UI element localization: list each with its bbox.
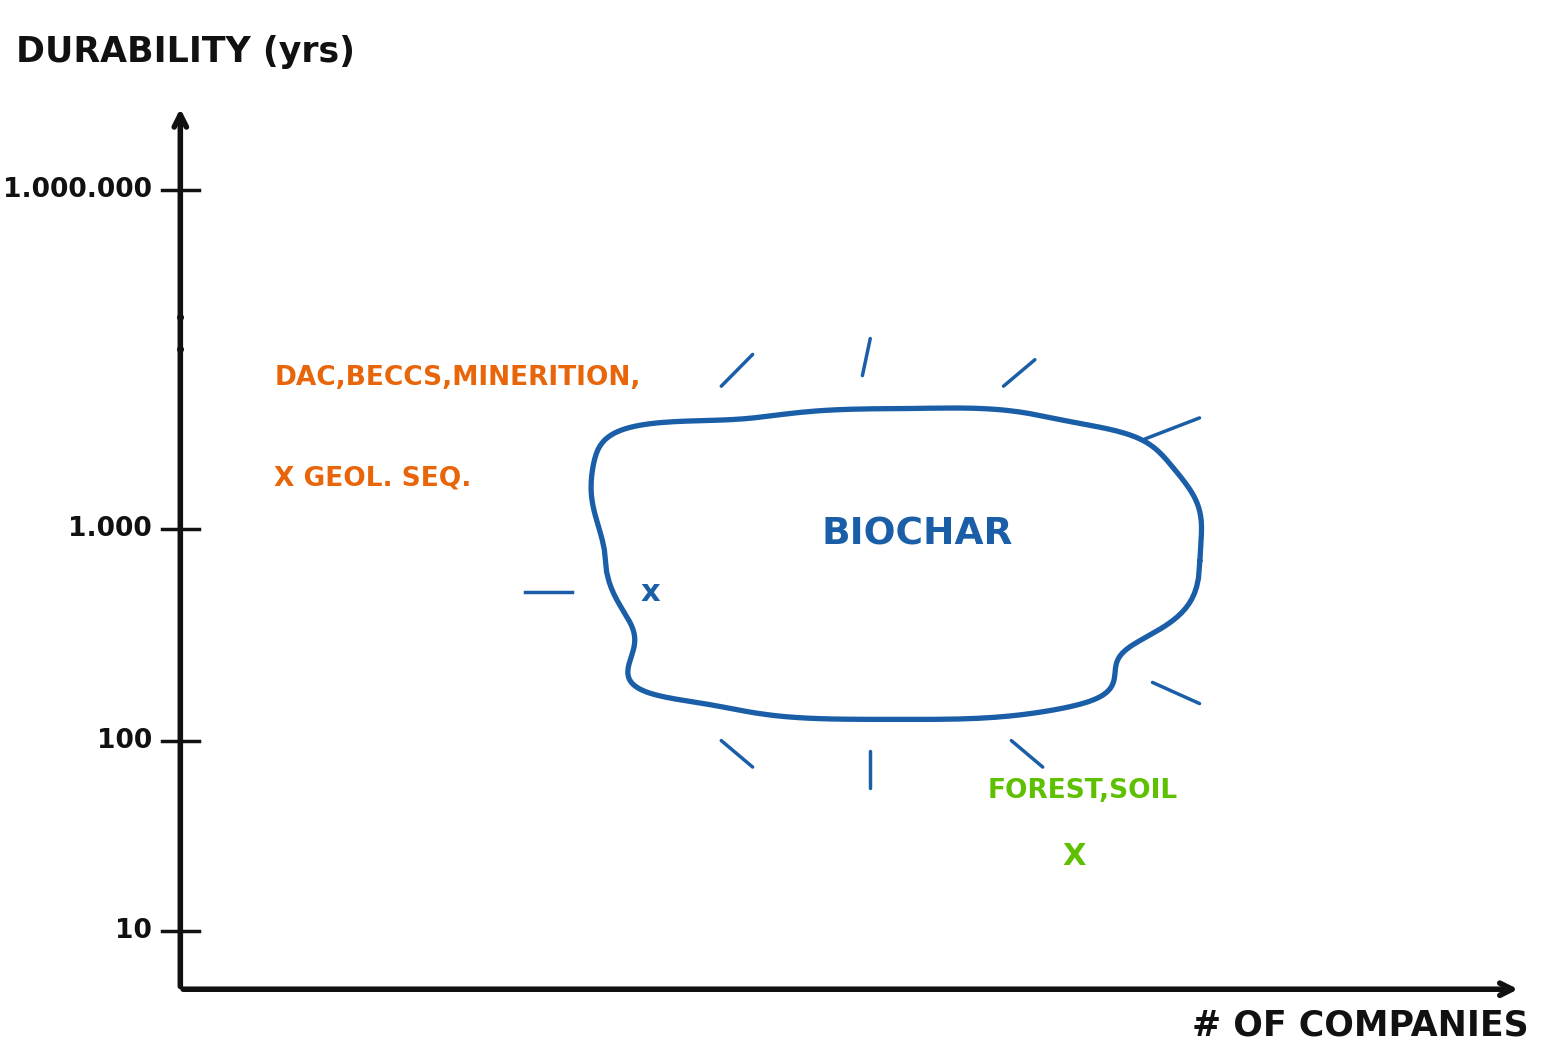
Text: 10: 10: [114, 918, 152, 944]
Text: X GEOL. SEQ.: X GEOL. SEQ.: [274, 466, 472, 492]
Text: FOREST,SOIL: FOREST,SOIL: [988, 778, 1178, 804]
Text: X: X: [1063, 842, 1085, 872]
Text: 1.000: 1.000: [69, 516, 152, 542]
Text: 1.000.000: 1.000.000: [3, 178, 152, 203]
Text: DAC,BECCS,MINERITION,: DAC,BECCS,MINERITION,: [274, 365, 641, 391]
Text: DURABILITY (yrs): DURABILITY (yrs): [16, 35, 354, 69]
Text: x: x: [641, 578, 660, 607]
Text: 100: 100: [97, 728, 152, 753]
Text: BIOCHAR: BIOCHAR: [822, 516, 1013, 552]
Text: # OF COMPANIES: # OF COMPANIES: [1192, 1008, 1529, 1042]
